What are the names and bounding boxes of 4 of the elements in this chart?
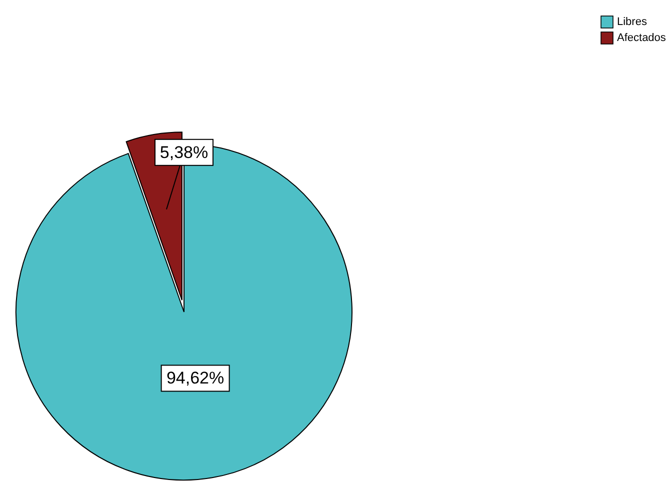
legend-label: Afectados [617, 32, 666, 44]
legend-label: Libres [617, 16, 648, 28]
data-label: 94,62% [166, 368, 224, 388]
data-label: 5,38% [160, 142, 208, 162]
